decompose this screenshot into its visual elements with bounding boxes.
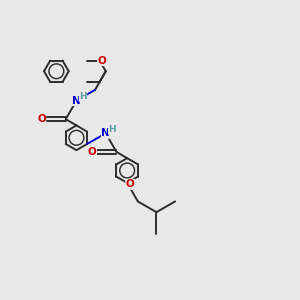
Text: N: N [101,128,110,138]
Text: H: H [79,92,87,101]
Text: O: O [126,179,134,189]
Text: O: O [98,56,106,66]
Text: O: O [88,147,97,157]
Text: N: N [72,96,81,106]
Text: O: O [37,114,46,124]
Text: H: H [109,125,116,134]
